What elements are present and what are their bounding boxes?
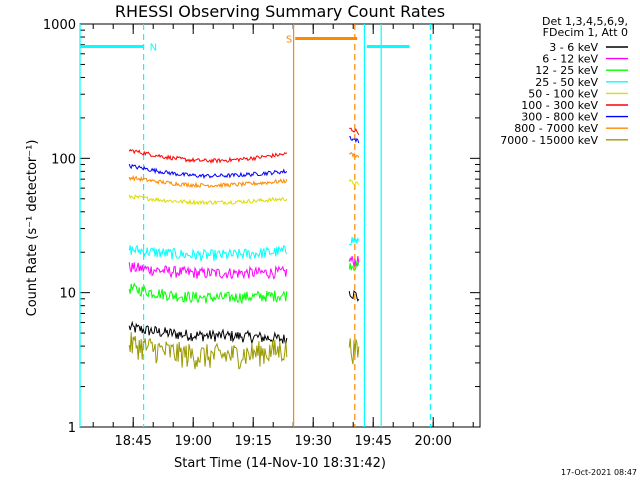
legend-header-line: FDecim 1, Att 0 xyxy=(543,26,628,39)
series-trace xyxy=(349,127,360,136)
series-trace xyxy=(348,260,360,272)
series-trace xyxy=(128,244,288,262)
flag-label: S xyxy=(286,34,292,45)
x-axis-label: Start Time (14-Nov-10 18:31:42) xyxy=(174,456,386,471)
x-tick-label: 19:15 xyxy=(234,434,271,449)
y-tick-label: 100 xyxy=(51,152,76,167)
series-trace xyxy=(348,290,360,302)
y-axis-label: Count Rate (s⁻¹ detector⁻¹) xyxy=(25,140,40,317)
legend-entry-label: 12 - 25 keV xyxy=(535,64,598,77)
series-trace xyxy=(128,332,288,370)
series-trace xyxy=(128,282,288,305)
legend-entry-label: 25 - 50 keV xyxy=(535,76,598,89)
series-trace xyxy=(128,262,288,280)
x-tick-label: 19:00 xyxy=(174,434,211,449)
legend-entry-label: 50 - 100 keV xyxy=(528,87,598,100)
series-trace xyxy=(128,163,288,180)
y-tick-label: 1000 xyxy=(43,18,76,33)
x-tick-label: 20:00 xyxy=(414,434,451,449)
series-trace xyxy=(128,320,288,346)
y-tick-label: 1 xyxy=(68,421,76,436)
flag-label: N xyxy=(150,42,157,53)
series-trace xyxy=(349,151,360,159)
series-trace xyxy=(348,338,360,365)
footer-timestamp: 17-Oct-2021 08:47 xyxy=(561,468,637,477)
y-tick-label: 10 xyxy=(59,287,76,302)
series-trace xyxy=(128,148,288,165)
series-trace xyxy=(349,236,360,246)
legend-entry-label: 7000 - 15000 keV xyxy=(500,134,598,147)
x-tick-label: 19:30 xyxy=(294,434,331,449)
legend-entry-label: 300 - 800 keV xyxy=(521,111,598,124)
legend-entry-label: 800 - 7000 keV xyxy=(514,122,598,135)
x-tick-label: 18:45 xyxy=(114,434,151,449)
series-trace xyxy=(348,178,360,186)
series-trace xyxy=(128,174,288,189)
legend-entry-label: 3 - 6 keV xyxy=(549,41,598,54)
legend-entry-label: 100 - 300 keV xyxy=(521,99,598,112)
series-trace xyxy=(349,136,360,144)
chart-title: RHESSI Observing Summary Count Rates xyxy=(115,2,445,21)
series-trace xyxy=(128,194,288,206)
legend-entry-label: 6 - 12 keV xyxy=(542,53,598,66)
plot-area: 1 10 100 1000 18:45 19:00 19:15 19:30 19:45 20:00… xyxy=(43,18,481,449)
plot-frame xyxy=(79,23,481,428)
x-tick-label: 19:45 xyxy=(354,434,391,449)
legend: Det 1,3,4,5,6,9,FDecim 1, Att 0 3 - 6 keV… xyxy=(500,15,628,147)
legend-header-line: Det 1,3,4,5,6,9, xyxy=(542,15,628,28)
